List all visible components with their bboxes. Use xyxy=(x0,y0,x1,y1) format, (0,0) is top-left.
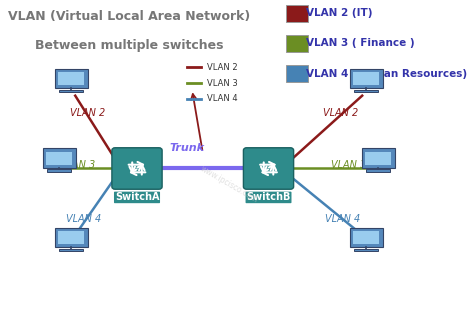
Bar xyxy=(353,90,377,93)
FancyBboxPatch shape xyxy=(112,148,162,189)
FancyBboxPatch shape xyxy=(361,149,394,168)
Text: VLAN 3: VLAN 3 xyxy=(60,161,95,170)
Text: VLAN 4: VLAN 4 xyxy=(65,214,100,224)
Bar xyxy=(353,231,378,244)
FancyBboxPatch shape xyxy=(349,228,382,247)
Text: SwitchA: SwitchA xyxy=(115,192,159,202)
Bar xyxy=(47,169,71,172)
Text: VLAN 4: VLAN 4 xyxy=(324,214,359,224)
Bar xyxy=(353,249,377,251)
Text: VLAN 4 (Human Resources): VLAN 4 (Human Resources) xyxy=(306,68,466,79)
FancyBboxPatch shape xyxy=(55,69,88,88)
Text: VLAN 3 ( Finance ): VLAN 3 ( Finance ) xyxy=(306,38,414,48)
Bar xyxy=(58,231,84,244)
Bar xyxy=(353,73,378,86)
FancyBboxPatch shape xyxy=(55,228,88,247)
Bar xyxy=(286,5,307,22)
Bar xyxy=(286,65,307,82)
Text: VLAN 2: VLAN 2 xyxy=(322,108,357,118)
FancyBboxPatch shape xyxy=(243,148,293,189)
Bar xyxy=(59,90,83,93)
Bar xyxy=(46,152,72,164)
Text: VLAN 2: VLAN 2 xyxy=(206,63,237,72)
Bar xyxy=(286,35,307,52)
Text: VLAN 3: VLAN 3 xyxy=(330,161,365,170)
Text: SwitchB: SwitchB xyxy=(246,192,290,202)
Bar xyxy=(59,249,83,251)
FancyBboxPatch shape xyxy=(43,149,76,168)
Text: VLAN 4: VLAN 4 xyxy=(206,94,237,103)
Text: Trunk: Trunk xyxy=(169,143,204,153)
Text: Between multiple switches: Between multiple switches xyxy=(35,39,223,52)
FancyBboxPatch shape xyxy=(349,69,382,88)
Text: VLAN 2: VLAN 2 xyxy=(69,108,105,118)
Bar xyxy=(365,152,390,164)
Text: www.ipcisco.com: www.ipcisco.com xyxy=(198,164,258,204)
Text: VLAN 2 (IT): VLAN 2 (IT) xyxy=(306,8,372,18)
Bar xyxy=(365,169,389,172)
Text: VLAN (Virtual Local Area Network): VLAN (Virtual Local Area Network) xyxy=(8,10,249,23)
Bar xyxy=(58,73,84,86)
Text: VLAN 3: VLAN 3 xyxy=(206,79,237,87)
